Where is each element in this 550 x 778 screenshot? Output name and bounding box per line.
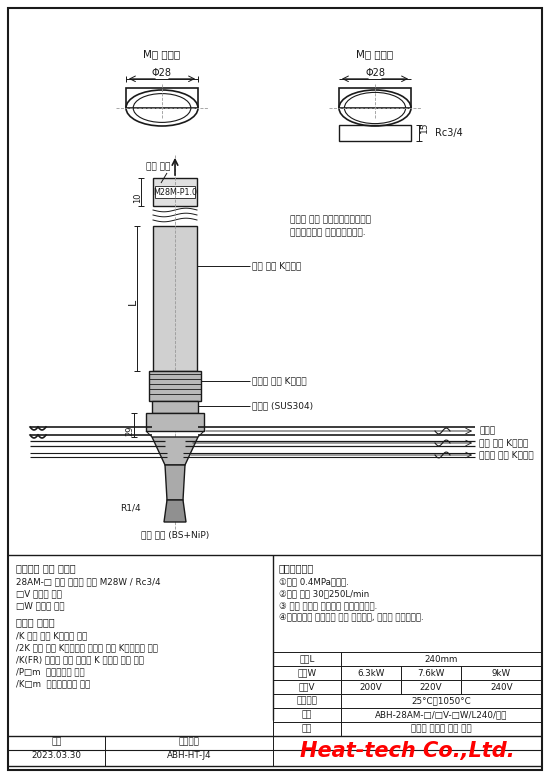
Text: □V 전압의 지정: □V 전압의 지정 <box>16 589 62 598</box>
Text: /K□m  열전대선장이 지정: /K□m 열전대선장이 지정 <box>16 679 90 688</box>
Text: 220V: 220V <box>420 682 442 692</box>
Text: R1/4: R1/4 <box>120 503 140 513</box>
Bar <box>153 226 197 371</box>
Text: Φ28: Φ28 <box>152 68 172 78</box>
Text: 발열체 온도 K열전대: 발열체 온도 K열전대 <box>479 450 534 460</box>
Text: L: L <box>128 299 138 305</box>
Text: 절단의 나사 포함이음재쥐장식은: 절단의 나사 포함이음재쥐장식은 <box>290 215 371 224</box>
Text: 2023.03.30: 2023.03.30 <box>31 751 81 760</box>
Text: ABH-28AM-□/□V-□W/L240/옵션: ABH-28AM-□/□V-□W/L240/옵션 <box>375 710 508 720</box>
Text: /K(FR) 유연한 로봇 케이블 K 열전대 사양 추가: /K(FR) 유연한 로봇 케이블 K 열전대 사양 추가 <box>16 655 144 664</box>
Text: ③ 공급 기체는 드레인을 제거하십시오.: ③ 공급 기체는 드레인을 제거하십시오. <box>279 601 377 610</box>
Text: 200V: 200V <box>360 682 382 692</box>
Text: 29: 29 <box>125 425 135 436</box>
Text: 9kW: 9kW <box>492 668 511 678</box>
Text: 기체 입구 (BS+NiP): 기체 입구 (BS+NiP) <box>141 530 209 539</box>
Bar <box>339 88 411 108</box>
Text: 28AM-□ 선단 형상의 지정 M28W / Rc3/4: 28AM-□ 선단 형상의 지정 M28W / Rc3/4 <box>16 577 161 586</box>
Bar <box>149 371 201 401</box>
Text: 특별주문에서 제작하걌습니다.: 특별주문에서 제작하걌습니다. <box>290 228 366 237</box>
Text: 열풍 온도 K열전대: 열풍 온도 K열전대 <box>479 439 528 447</box>
Polygon shape <box>164 500 186 522</box>
Bar <box>339 124 411 141</box>
Text: Φ28: Φ28 <box>365 68 385 78</box>
Bar <box>126 88 198 108</box>
Text: 7.6kW: 7.6kW <box>417 668 445 678</box>
Text: 전력W: 전력W <box>298 668 317 678</box>
Text: □W 전력의 지정: □W 전력의 지정 <box>16 601 65 610</box>
Text: 25°C～1050°C: 25°C～1050°C <box>411 696 471 706</box>
Text: 전압V: 전압V <box>299 682 315 692</box>
Polygon shape <box>165 465 185 500</box>
Text: 품명: 품명 <box>302 724 312 734</box>
Text: M형 외나사: M형 외나사 <box>144 49 180 59</box>
Text: 열풍 출구: 열풍 출구 <box>146 162 170 171</box>
Bar <box>153 178 197 206</box>
Text: /K 열풍 온도 K열전대 추가: /K 열풍 온도 K열전대 추가 <box>16 631 87 640</box>
Polygon shape <box>152 437 198 465</box>
Text: 발열체 온도 K열전대: 발열체 온도 K열전대 <box>252 377 307 386</box>
Text: 전원선: 전원선 <box>479 426 495 436</box>
Text: 금속관 (SUS304): 금속관 (SUS304) <box>252 401 313 411</box>
Bar <box>152 401 198 413</box>
Text: 10: 10 <box>134 192 142 202</box>
Text: 【옵션 대응】: 【옵션 대응】 <box>16 617 54 627</box>
Text: Heat-tech Co.,Ltd.: Heat-tech Co.,Ltd. <box>300 741 515 761</box>
Text: 15: 15 <box>420 121 428 133</box>
Text: 240mm: 240mm <box>425 654 458 664</box>
Text: 형식: 형식 <box>302 710 312 720</box>
Text: 고온용 고출력 열풍 히터: 고온용 고출력 열풍 히터 <box>411 724 472 734</box>
Bar <box>155 186 195 198</box>
Text: Rc3/4: Rc3/4 <box>435 128 463 138</box>
Text: ①내압 0.4MPa입니다.: ①내압 0.4MPa입니다. <box>279 577 349 586</box>
Text: 열풍 온도 K열전대: 열풍 온도 K열전대 <box>252 261 301 271</box>
Text: 관장L: 관장L <box>299 654 315 664</box>
Text: /2K 열풍 온도 K열전대와 발열체 온도 K열전대의 추가: /2K 열풍 온도 K열전대와 발열체 온도 K열전대의 추가 <box>16 643 158 652</box>
Text: 날짜: 날짜 <box>51 737 62 746</box>
Bar <box>146 413 204 431</box>
Text: ②추청 유량 30～250L/min: ②추청 유량 30～250L/min <box>279 589 369 598</box>
Text: M형 내나사: M형 내나사 <box>356 49 394 59</box>
Text: 【주문시 사양 지정】: 【주문시 사양 지정】 <box>16 563 76 573</box>
Text: 【주의시항】: 【주의시항】 <box>279 563 314 573</box>
Text: /P□m  전원선장이 지정: /P□m 전원선장이 지정 <box>16 667 85 676</box>
Text: ABH-HT-J4: ABH-HT-J4 <box>167 751 211 760</box>
Text: M28M-P1.0: M28M-P1.0 <box>153 187 197 197</box>
Text: 도면번호: 도면번호 <box>179 737 200 746</box>
Text: 240V: 240V <box>490 682 513 692</box>
Text: ④저온기체를 공급하지 않고 가열하면, 히터는 소손합니다.: ④저온기체를 공급하지 않고 가열하면, 히터는 소손합니다. <box>279 613 424 622</box>
Text: 열풍온도: 열풍온도 <box>296 696 317 706</box>
Text: 6.3kW: 6.3kW <box>358 668 384 678</box>
